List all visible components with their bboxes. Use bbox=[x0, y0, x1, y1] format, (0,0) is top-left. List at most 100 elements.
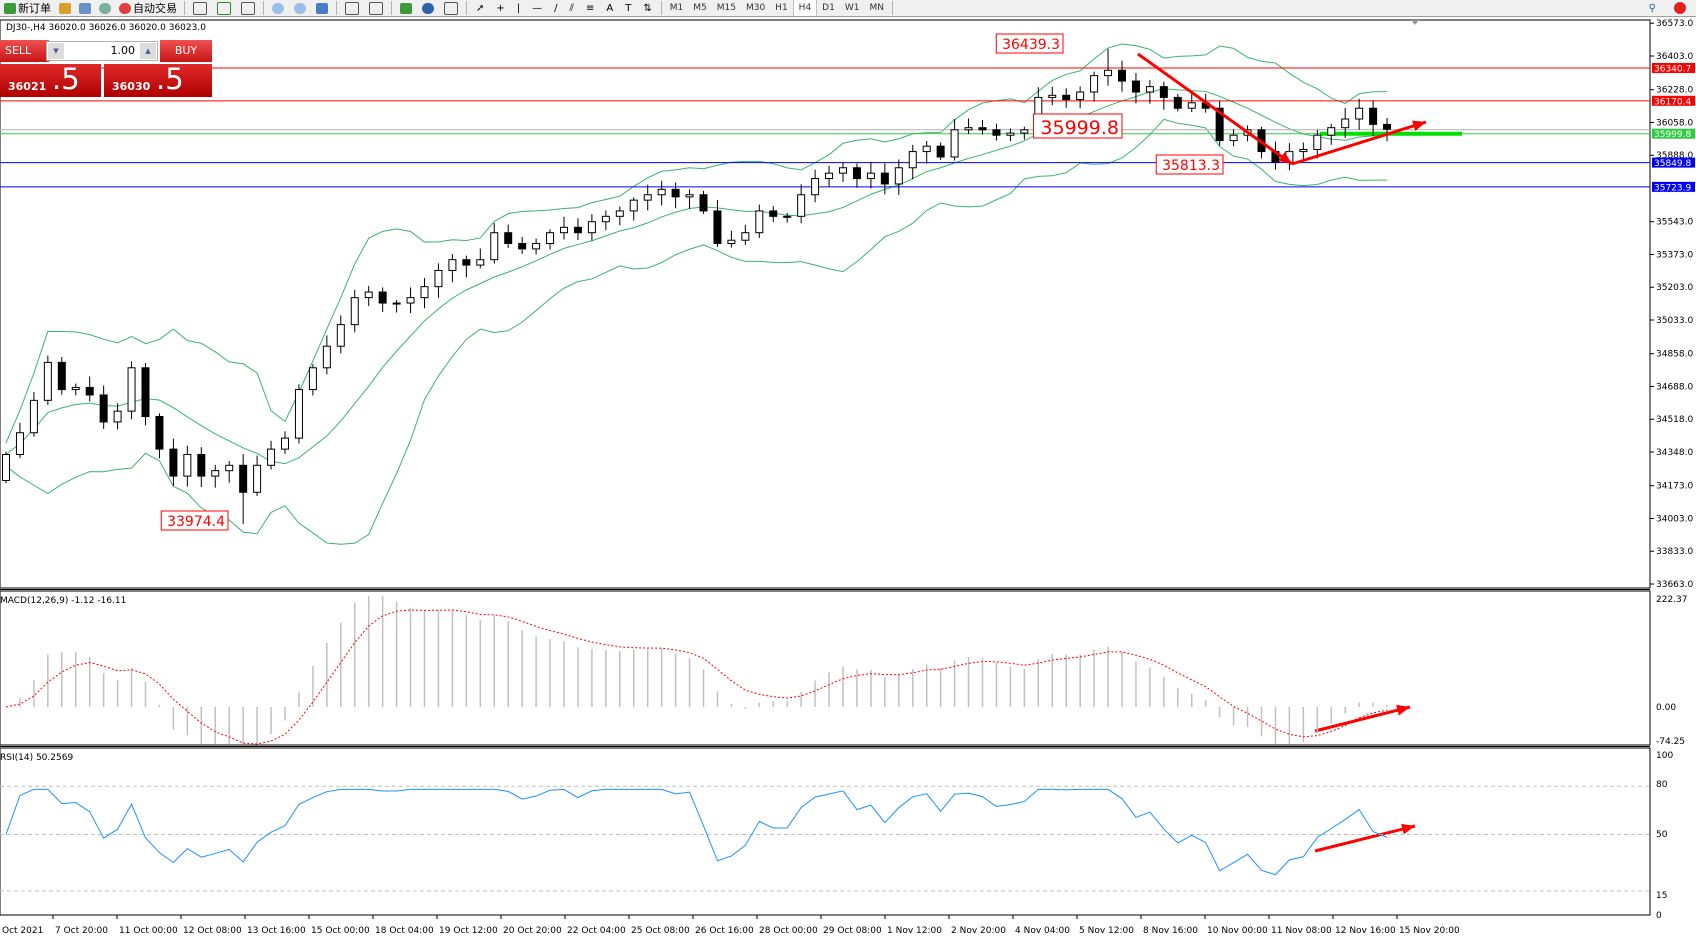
sell-price-button[interactable]: 36021 .5 bbox=[0, 62, 101, 97]
time-axis-label: 19 Oct 12:00 bbox=[439, 926, 498, 936]
one-click-trading-panel: SELL ▼ 1.00 ▲ BUY 36021 .5 36030 .5 bbox=[0, 40, 212, 97]
price-axis-label: 35543.0 bbox=[1656, 218, 1693, 228]
auto-trading-label: 自动交易 bbox=[133, 2, 177, 15]
candle-body bbox=[462, 259, 471, 266]
rsi-axis-label: 80 bbox=[1656, 780, 1668, 790]
zoom-out-icon[interactable] bbox=[294, 2, 306, 14]
main-price-panel bbox=[0, 19, 1651, 589]
chart-shift-icon[interactable] bbox=[369, 1, 383, 15]
time-axis-label: 29 Oct 08:00 bbox=[823, 926, 882, 936]
candle-body bbox=[211, 470, 220, 477]
price-axis-label: 34173.0 bbox=[1656, 482, 1693, 492]
candle-body bbox=[657, 188, 666, 196]
price-axis-label: 34003.0 bbox=[1656, 514, 1693, 524]
time-axis-label: 11 Nov 08:00 bbox=[1271, 926, 1332, 936]
candle-body bbox=[155, 416, 164, 450]
autoscroll-icon[interactable] bbox=[345, 1, 359, 15]
lot-increase-button[interactable]: ▲ bbox=[140, 43, 156, 59]
chart-header-info: DJ30-,H4 36020.0 36026.0 36020.0 36023.0 bbox=[6, 23, 206, 33]
time-axis-label: 4 Nov 04:00 bbox=[1015, 926, 1070, 936]
candle-body bbox=[2, 454, 10, 482]
candle-body bbox=[936, 145, 945, 158]
timeframe-m15[interactable]: M15 bbox=[716, 3, 736, 13]
buy-price-button[interactable]: 36030 .5 bbox=[104, 62, 212, 97]
candle-body bbox=[239, 464, 248, 493]
timeframe-m1[interactable]: M1 bbox=[669, 3, 684, 13]
fibonacci-icon[interactable]: ≡ bbox=[586, 2, 595, 14]
market-watch-icon[interactable] bbox=[59, 2, 71, 14]
tile-windows-icon[interactable] bbox=[316, 2, 328, 14]
candle-body bbox=[866, 172, 875, 180]
uptrend-arrow-head bbox=[1412, 120, 1426, 132]
candle-body bbox=[671, 188, 680, 198]
signals-icon[interactable] bbox=[99, 2, 111, 14]
candle-body bbox=[811, 178, 820, 196]
separator bbox=[184, 1, 185, 15]
candle-body bbox=[1215, 107, 1224, 142]
downtrend-arrow-head bbox=[1278, 152, 1292, 164]
timeframe-mn[interactable]: MN bbox=[869, 3, 884, 13]
price-label: 35813.3 bbox=[1162, 158, 1220, 174]
timeframe-w1[interactable]: W1 bbox=[844, 3, 860, 13]
lot-decrease-button[interactable]: ▼ bbox=[48, 43, 64, 59]
candle-body bbox=[1341, 118, 1350, 129]
candle-body bbox=[894, 167, 903, 185]
horizontal-line-icon[interactable]: — bbox=[532, 2, 543, 14]
templates-icon[interactable] bbox=[444, 1, 458, 15]
line-chart-icon[interactable] bbox=[241, 1, 255, 15]
candlestick-icon[interactable] bbox=[217, 1, 231, 15]
vertical-line-icon[interactable]: | bbox=[516, 2, 521, 14]
lot-size-value[interactable]: 1.00 bbox=[110, 44, 136, 57]
time-axis-label: 12 Nov 16:00 bbox=[1335, 926, 1396, 936]
equidistant-channel-icon[interactable]: ⫽ bbox=[569, 2, 574, 14]
candle-body bbox=[1369, 107, 1378, 125]
timeframe-h1[interactable]: H1 bbox=[775, 3, 788, 13]
macd-signal-line bbox=[5, 609, 1388, 745]
candle-body bbox=[336, 324, 345, 347]
timeframe-d1[interactable]: D1 bbox=[822, 3, 835, 13]
candle-body bbox=[992, 129, 1001, 136]
arrows-icon[interactable]: ⇅ bbox=[643, 2, 652, 14]
notification-icon[interactable] bbox=[1674, 2, 1686, 14]
candle-body bbox=[99, 394, 108, 423]
buy-button[interactable]: BUY bbox=[160, 40, 212, 62]
price-axis-label: 34348.0 bbox=[1656, 448, 1693, 458]
search-icon[interactable]: ⚲ bbox=[1648, 2, 1656, 14]
candle-body bbox=[1355, 107, 1364, 120]
bar-chart-icon[interactable] bbox=[193, 1, 207, 15]
auto-trading-button[interactable]: 自动交易 bbox=[115, 0, 181, 16]
candle-body bbox=[1048, 94, 1057, 98]
separator bbox=[336, 1, 337, 15]
sell-button[interactable]: SELL bbox=[0, 40, 49, 62]
candle-body bbox=[43, 361, 52, 401]
new-order-button[interactable]: 新订单 bbox=[0, 0, 55, 16]
rsi-divergence-arrow bbox=[1314, 824, 1416, 853]
trendline-icon[interactable]: / bbox=[554, 2, 558, 14]
candle-body bbox=[629, 199, 638, 212]
timeframe-m30[interactable]: M30 bbox=[745, 3, 766, 13]
text-icon[interactable]: A bbox=[606, 2, 614, 14]
candle-body bbox=[281, 437, 289, 450]
macd-axis-label: -74.25 bbox=[1656, 737, 1685, 747]
candle-body bbox=[15, 432, 24, 456]
zoom-in-icon[interactable] bbox=[272, 2, 284, 14]
candle-body bbox=[378, 291, 387, 304]
candle-body bbox=[741, 232, 750, 241]
candle-body bbox=[197, 454, 206, 477]
price-label: 33974.4 bbox=[167, 514, 225, 530]
price-label: 35999.8 bbox=[1040, 117, 1119, 139]
text-label-icon[interactable]: T bbox=[625, 2, 632, 14]
crosshair-icon[interactable]: + bbox=[496, 2, 505, 14]
timeframe-m5[interactable]: M5 bbox=[693, 3, 707, 13]
candle-body bbox=[1383, 123, 1392, 130]
timeframe-h4[interactable]: H4 bbox=[792, 0, 818, 16]
separator bbox=[660, 1, 662, 15]
candle-body bbox=[1076, 91, 1085, 101]
periods-icon[interactable] bbox=[422, 2, 434, 14]
price-line-tag bbox=[1652, 181, 1695, 192]
lot-size-field[interactable]: ▼ 1.00 ▲ bbox=[46, 41, 158, 61]
indicators-icon[interactable] bbox=[400, 2, 412, 14]
cursor-icon[interactable]: ➚ bbox=[476, 2, 485, 14]
navigator-icon[interactable] bbox=[79, 2, 91, 14]
candle-body bbox=[294, 389, 303, 439]
